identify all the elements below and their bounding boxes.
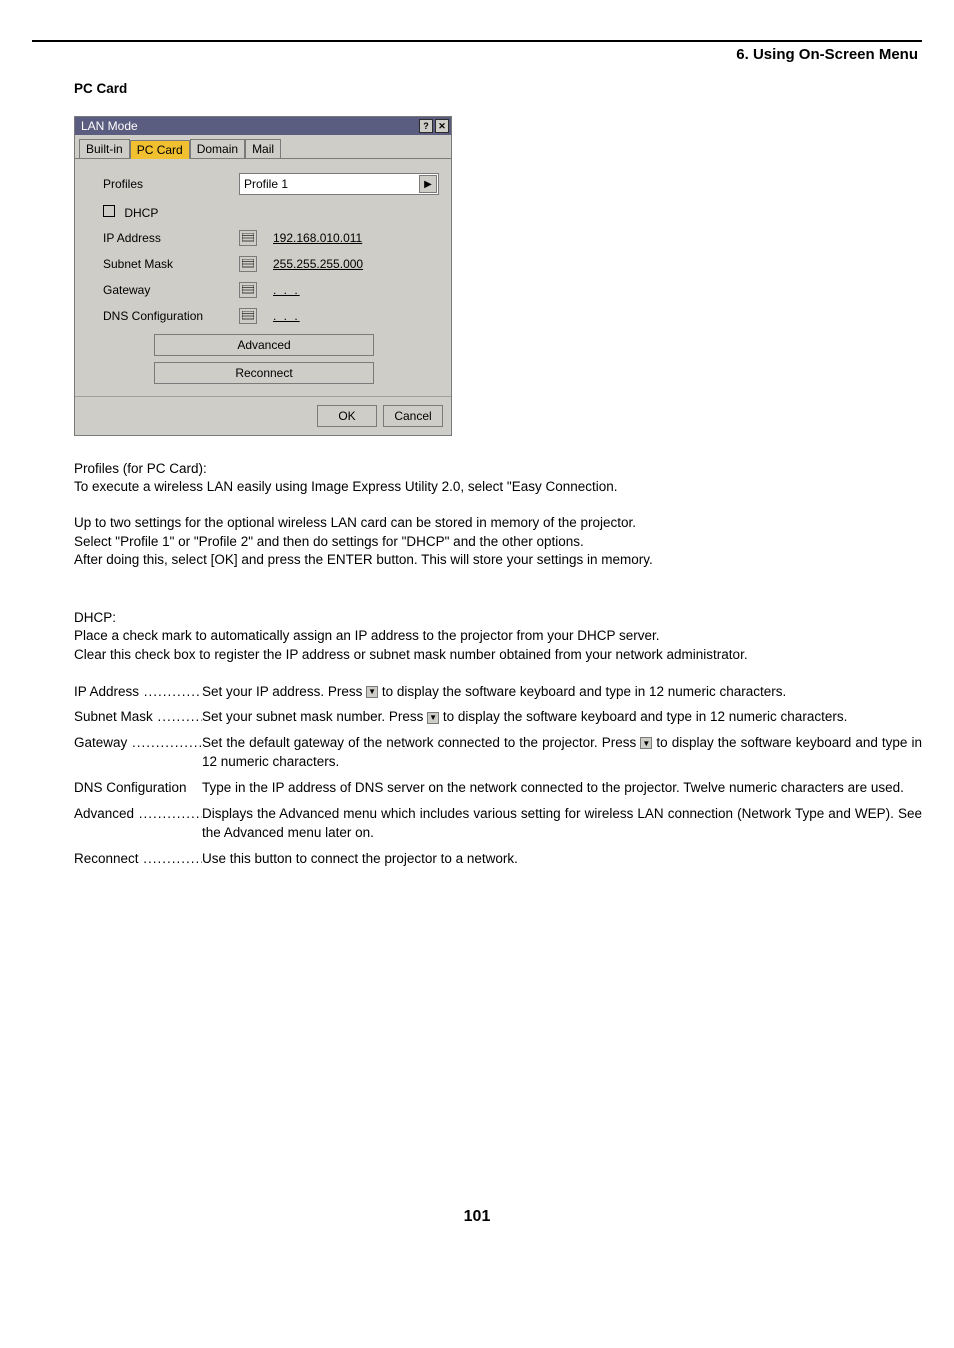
def-ip-term: IP Address bbox=[74, 682, 202, 702]
dns-row: DNS Configuration . . . bbox=[89, 308, 439, 324]
def-subnet-desc-b: to display the software keyboard and typ… bbox=[439, 709, 847, 724]
dhcp-checkbox[interactable] bbox=[103, 205, 115, 217]
tab-domain[interactable]: Domain bbox=[190, 139, 245, 158]
para-dhcp-1: Place a check mark to automatically assi… bbox=[74, 627, 922, 645]
def-reconnect: Reconnect Use this button to connect the… bbox=[74, 849, 922, 869]
tab-mail[interactable]: Mail bbox=[245, 139, 281, 158]
tab-built-in[interactable]: Built-in bbox=[79, 139, 130, 158]
dhcp-label: DHCP bbox=[124, 206, 158, 220]
section-title: PC Card bbox=[74, 81, 922, 96]
dialog-body: Profiles Profile 1 ▶ DHCP IP Address 192… bbox=[75, 159, 451, 396]
tabs: Built-in PC Card Domain Mail bbox=[75, 135, 451, 159]
chevron-right-icon[interactable]: ▶ bbox=[419, 175, 437, 193]
advanced-button[interactable]: Advanced bbox=[154, 334, 374, 356]
dhcp-row: DHCP bbox=[89, 205, 439, 220]
def-ip: IP Address Set your IP address. Press ▼ … bbox=[74, 682, 922, 702]
subnet-label: Subnet Mask bbox=[89, 257, 239, 271]
cancel-button[interactable]: Cancel bbox=[383, 405, 443, 427]
def-advanced-term: Advanced bbox=[74, 804, 202, 843]
dhcp-group: DHCP bbox=[89, 205, 239, 220]
dropdown-icon: ▼ bbox=[640, 737, 652, 749]
header-title: 6. Using On-Screen Menu bbox=[32, 46, 922, 63]
lan-mode-dialog: LAN Mode ? ✕ Built-in PC Card Domain Mai… bbox=[74, 116, 452, 436]
profiles-value: Profile 1 bbox=[244, 177, 288, 191]
close-icon[interactable]: ✕ bbox=[435, 119, 449, 133]
def-gateway-desc-a: Set the default gateway of the network c… bbox=[202, 735, 640, 750]
dialog-footer: OK Cancel bbox=[75, 396, 451, 435]
para-settings-2: Select "Profile 1" or "Profile 2" and th… bbox=[74, 533, 922, 551]
profiles-label: Profiles bbox=[89, 177, 239, 191]
profiles-row: Profiles Profile 1 ▶ bbox=[89, 173, 439, 195]
reconnect-button[interactable]: Reconnect bbox=[154, 362, 374, 384]
gateway-label: Gateway bbox=[89, 283, 239, 297]
gateway-value: . . . bbox=[273, 283, 300, 297]
def-advanced: Advanced Displays the Advanced menu whic… bbox=[74, 804, 922, 843]
ok-button[interactable]: OK bbox=[317, 405, 377, 427]
def-ip-desc: Set your IP address. Press ▼ to display … bbox=[202, 682, 922, 702]
def-ip-desc-b: to display the software keyboard and typ… bbox=[378, 684, 786, 699]
profiles-select[interactable]: Profile 1 ▶ bbox=[239, 173, 439, 195]
dialog-title: LAN Mode bbox=[81, 119, 138, 133]
dns-value: . . . bbox=[273, 309, 300, 323]
para-dhcp-heading: DHCP: bbox=[74, 609, 922, 627]
para-settings-1: Up to two settings for the optional wire… bbox=[74, 514, 922, 532]
para-dhcp-2: Clear this check box to register the IP … bbox=[74, 646, 922, 664]
ip-label: IP Address bbox=[89, 231, 239, 245]
def-subnet-desc-a: Set your subnet mask number. Press bbox=[202, 709, 427, 724]
gateway-row: Gateway . . . bbox=[89, 282, 439, 298]
def-dns-desc: Type in the IP address of DNS server on … bbox=[202, 778, 922, 798]
keyboard-icon[interactable] bbox=[239, 256, 257, 272]
def-gateway-desc: Set the default gateway of the network c… bbox=[202, 733, 922, 772]
tab-pc-card[interactable]: PC Card bbox=[130, 140, 190, 159]
def-subnet-desc: Set your subnet mask number. Press ▼ to … bbox=[202, 707, 922, 727]
subnet-row: Subnet Mask 255.255.255.000 bbox=[89, 256, 439, 272]
titlebar-icons: ? ✕ bbox=[419, 119, 449, 133]
def-subnet: Subnet Mask Set your subnet mask number.… bbox=[74, 707, 922, 727]
help-icon[interactable]: ? bbox=[419, 119, 433, 133]
def-gateway-term: Gateway bbox=[74, 733, 202, 772]
para-profiles-text: To execute a wireless LAN easily using I… bbox=[74, 478, 922, 496]
def-ip-desc-a: Set your IP address. Press bbox=[202, 684, 366, 699]
ip-row: IP Address 192.168.010.011 bbox=[89, 230, 439, 246]
def-advanced-desc: Displays the Advanced menu which include… bbox=[202, 804, 922, 843]
dropdown-icon: ▼ bbox=[427, 712, 439, 724]
keyboard-icon[interactable] bbox=[239, 230, 257, 246]
def-reconnect-desc: Use this button to connect the projector… bbox=[202, 849, 922, 869]
dns-label: DNS Configuration bbox=[89, 309, 239, 323]
header-rule bbox=[32, 40, 922, 42]
definitions: IP Address Set your IP address. Press ▼ … bbox=[74, 682, 922, 869]
subnet-value: 255.255.255.000 bbox=[273, 257, 363, 271]
para-profiles-heading: Profiles (for PC Card): bbox=[74, 460, 922, 478]
para-settings-3: After doing this, select [OK] and press … bbox=[74, 551, 922, 569]
keyboard-icon[interactable] bbox=[239, 308, 257, 324]
def-subnet-term: Subnet Mask bbox=[74, 707, 202, 727]
def-dns: DNS Configuration Type in the IP address… bbox=[74, 778, 922, 798]
keyboard-icon[interactable] bbox=[239, 282, 257, 298]
ip-value: 192.168.010.011 bbox=[273, 231, 362, 245]
def-dns-term: DNS Configuration bbox=[74, 778, 202, 798]
def-gateway: Gateway Set the default gateway of the n… bbox=[74, 733, 922, 772]
dialog-titlebar: LAN Mode ? ✕ bbox=[75, 117, 451, 135]
page-number: 101 bbox=[32, 1208, 922, 1226]
dropdown-icon: ▼ bbox=[366, 686, 378, 698]
def-reconnect-term: Reconnect bbox=[74, 849, 202, 869]
